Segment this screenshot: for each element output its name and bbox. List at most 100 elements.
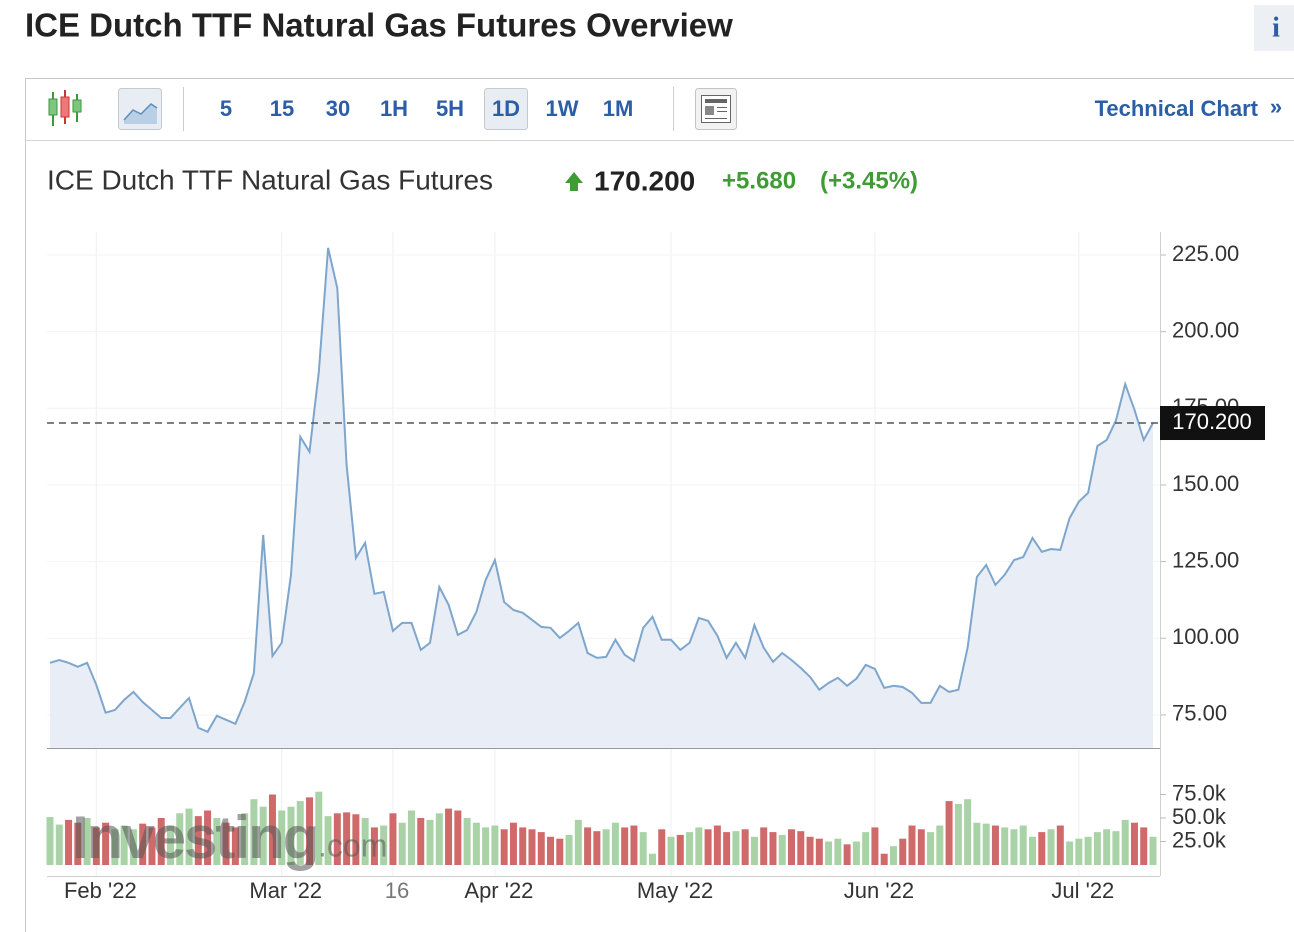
volume-bar	[1047, 829, 1055, 865]
volume-bar	[639, 832, 647, 865]
info-icon[interactable]: i	[1272, 12, 1280, 43]
volume-bar	[1066, 841, 1074, 865]
volume-bar	[1103, 829, 1111, 865]
y-tick-label: 100.00	[1172, 624, 1239, 649]
volume-bar	[1010, 829, 1018, 865]
volume-bar	[1093, 832, 1101, 865]
volume-bar	[509, 822, 517, 865]
volume-bar	[788, 829, 796, 865]
volume-bar	[139, 823, 147, 865]
technical-chart-link[interactable]: Technical Chart	[1095, 96, 1259, 121]
volume-bar	[964, 799, 972, 865]
price-change: +5.680	[722, 167, 796, 194]
interval-button[interactable]: 1M	[603, 96, 634, 121]
volume-bar	[222, 822, 230, 865]
interval-active-box[interactable]	[484, 88, 528, 130]
icon-line	[123, 103, 158, 121]
volume-bar	[750, 836, 758, 865]
area-chart-button[interactable]	[118, 88, 162, 130]
interval-button[interactable]: 5	[220, 96, 232, 121]
volume-bar	[741, 829, 749, 865]
volume-bar	[565, 834, 573, 865]
volume-bar	[148, 827, 156, 865]
price-area	[50, 247, 1153, 748]
volume-bar	[352, 814, 360, 865]
volume-bar	[194, 816, 202, 865]
volume-bar	[1056, 825, 1064, 865]
volume-bar	[927, 832, 935, 865]
interval-button[interactable]: 15	[270, 96, 294, 121]
volume-bar	[370, 827, 378, 865]
volume-bar	[713, 825, 721, 865]
x-tick-label: Feb '22	[64, 878, 137, 903]
watermark: Investing	[72, 804, 317, 871]
interval-button[interactable]: 1H	[380, 96, 408, 121]
page-title: ICE Dutch TTF Natural Gas Futures Overvi…	[25, 7, 733, 44]
volume-bar	[658, 829, 666, 865]
x-tick-label: Apr '22	[464, 878, 533, 903]
volume-bar	[1019, 825, 1027, 865]
volume-bar	[621, 827, 629, 865]
volume-bar	[454, 810, 462, 865]
volume-bar	[445, 808, 453, 865]
last-price-label: 170.200	[1172, 409, 1252, 434]
x-tick-label: May '22	[637, 878, 713, 903]
volume-bar	[695, 827, 703, 865]
volume-bar	[65, 819, 73, 865]
volume-bar	[231, 827, 239, 865]
x-tick-label: 16	[385, 878, 409, 903]
volume-bar	[74, 822, 82, 865]
volume-bar	[185, 808, 193, 865]
volume-bar	[574, 819, 582, 865]
volume-bar	[315, 791, 323, 865]
volume-bar	[889, 846, 897, 865]
volume-bar	[880, 853, 888, 865]
y-tick-label: 150.00	[1172, 471, 1239, 496]
volume-bar	[1038, 832, 1046, 865]
interval-button[interactable]: 1W	[546, 96, 579, 121]
volume-bar	[287, 806, 295, 865]
volume-bar	[862, 832, 870, 865]
volume-bar	[852, 841, 860, 865]
volume-bar	[259, 806, 267, 865]
volume-bar	[519, 827, 527, 865]
volume-bar	[491, 825, 499, 865]
volume-bar	[954, 803, 962, 865]
volume-bar	[843, 844, 851, 865]
news-button[interactable]	[695, 88, 737, 130]
candlestick-button[interactable]	[48, 90, 82, 126]
y-tick-label: 225.00	[1172, 241, 1239, 266]
volume-bar	[1130, 822, 1138, 865]
volume-bar	[296, 801, 304, 865]
volume-bar	[55, 824, 63, 865]
volume-bar	[945, 801, 953, 865]
volume-bar	[630, 825, 638, 865]
volume-bar	[1140, 827, 1148, 865]
volume-bar	[723, 832, 731, 865]
volume-bar	[825, 841, 833, 865]
interval-button[interactable]: 5H	[436, 96, 464, 121]
volume-bar	[899, 838, 907, 865]
volume-bar	[760, 827, 768, 865]
last-price-box	[1160, 406, 1265, 441]
info-button[interactable]	[1254, 5, 1294, 51]
technical-chart-arrow[interactable]: »	[1270, 94, 1282, 119]
volume-bar	[407, 810, 415, 865]
price-change-percent: (+3.45%)	[820, 167, 918, 194]
volume-bar	[1001, 827, 1009, 865]
icon-candle	[72, 99, 82, 113]
interval-button[interactable]: 30	[326, 96, 350, 121]
volume-bar	[593, 831, 601, 865]
icon-picture	[705, 106, 714, 115]
volume-bar	[500, 829, 508, 865]
volume-bar	[973, 822, 981, 865]
volume-bar	[1121, 819, 1129, 865]
x-tick-label: Jun '22	[844, 878, 914, 903]
volume-bar	[732, 831, 740, 865]
y-tick-label: 125.00	[1172, 547, 1239, 572]
x-tick-label: Jul '22	[1051, 878, 1114, 903]
interval-button[interactable]: 1D	[492, 96, 520, 121]
x-tick-label: Mar '22	[249, 878, 322, 903]
